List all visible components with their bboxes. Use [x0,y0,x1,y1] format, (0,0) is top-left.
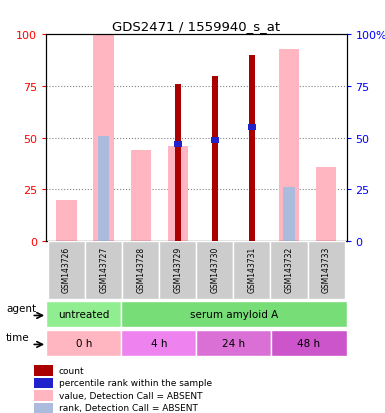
Bar [283,188,295,242]
Text: 24 h: 24 h [222,338,246,348]
Bar [233,242,271,299]
Bar [174,85,181,242]
Bar [279,50,299,242]
Bar [167,147,188,242]
Bar [34,366,53,376]
Bar [196,242,233,299]
Bar [271,242,308,299]
Bar [46,330,121,356]
Text: value, Detection Call = ABSENT: value, Detection Call = ABSENT [59,391,202,400]
Bar [34,403,53,413]
Bar [159,242,196,299]
Bar [34,390,53,401]
Bar [46,301,121,327]
Text: percentile rank within the sample: percentile rank within the sample [59,379,212,387]
Text: GSM143733: GSM143733 [321,246,331,292]
Bar [248,125,256,131]
Text: rank, Detection Call = ABSENT: rank, Detection Call = ABSENT [59,404,198,412]
Bar [316,167,336,242]
Bar [34,378,53,388]
Text: 4 h: 4 h [151,338,167,348]
Text: 0 h: 0 h [75,338,92,348]
Text: 48 h: 48 h [297,338,321,348]
Bar [98,136,109,242]
Bar [94,35,114,242]
Bar [196,330,271,356]
Bar [121,330,196,356]
Bar [174,142,182,148]
Bar [121,301,346,327]
Bar [56,200,77,242]
Text: time: time [6,332,30,342]
Text: serum amyloid A: serum amyloid A [190,309,278,319]
Title: GDS2471 / 1559940_s_at: GDS2471 / 1559940_s_at [112,19,280,33]
Bar [212,76,218,242]
Text: count: count [59,366,84,375]
Text: agent: agent [6,303,36,313]
Bar [85,242,122,299]
Bar [308,242,345,299]
Bar [122,242,159,299]
Text: GSM143727: GSM143727 [99,246,108,292]
Bar [271,330,346,356]
Bar [211,137,219,143]
Text: GSM143730: GSM143730 [210,246,219,292]
Text: GSM143726: GSM143726 [62,246,71,292]
Text: GSM143729: GSM143729 [173,246,182,292]
Text: GSM143731: GSM143731 [248,246,256,292]
Bar [249,56,255,242]
Text: GSM143728: GSM143728 [136,246,145,292]
Text: untreated: untreated [58,309,109,319]
Bar [48,242,85,299]
Text: GSM143732: GSM143732 [285,246,293,292]
Bar [131,151,151,242]
